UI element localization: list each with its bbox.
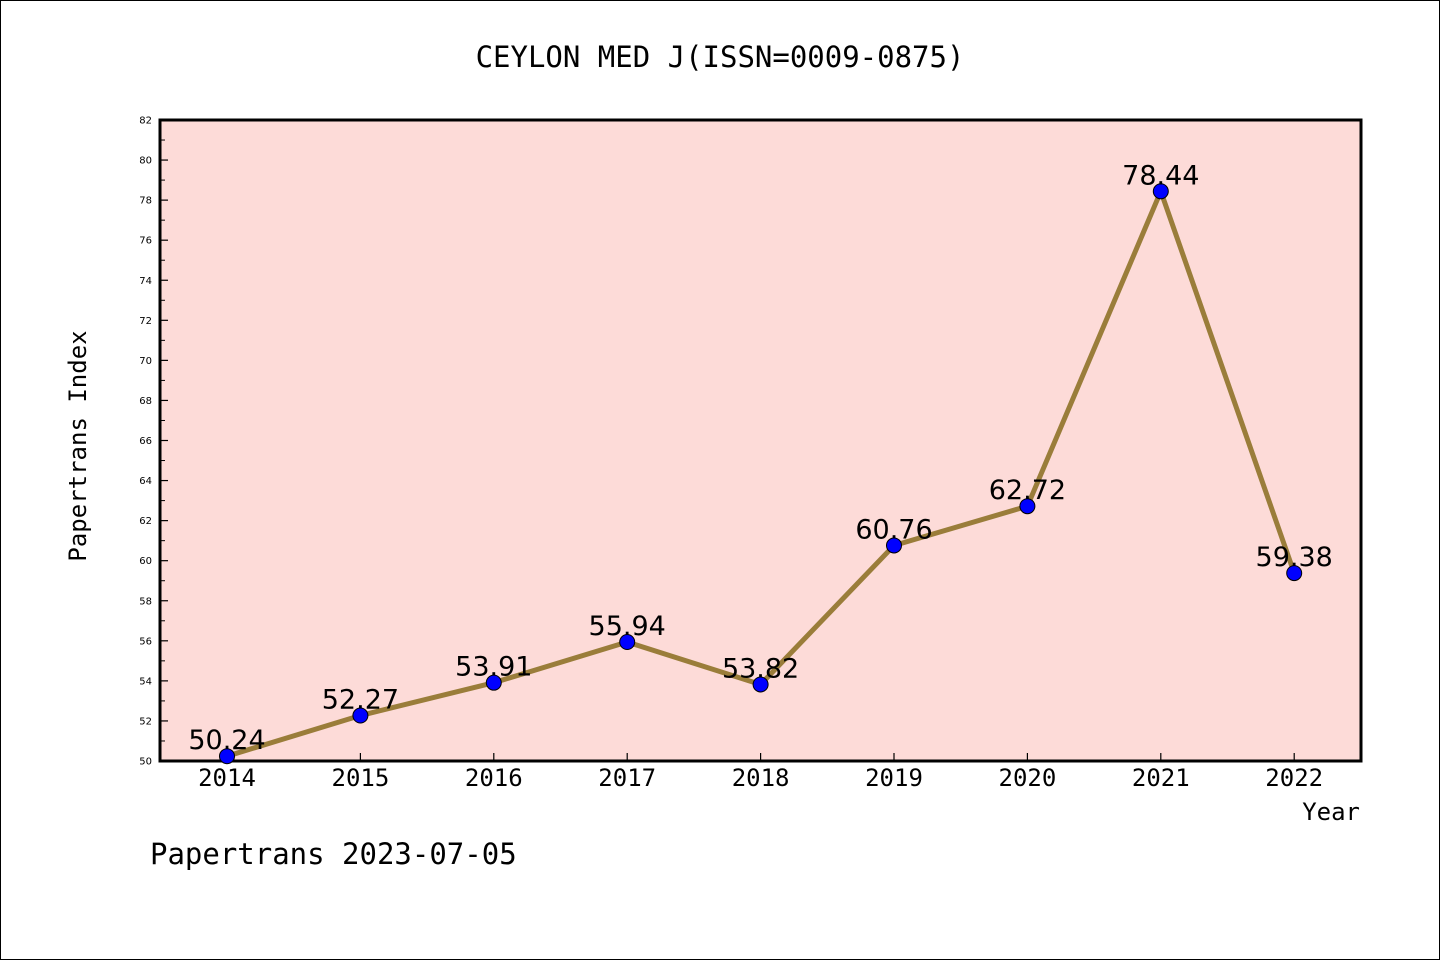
data-label: 60.76 — [855, 514, 932, 545]
y-tick-label: 56 — [139, 636, 152, 647]
x-tick-label: 2020 — [999, 764, 1057, 792]
x-tick-label: 2022 — [1265, 764, 1323, 792]
y-tick-label: 68 — [139, 396, 152, 407]
data-point — [619, 634, 636, 651]
data-point — [219, 748, 235, 765]
data-label: 52.27 — [322, 685, 399, 716]
y-tick-label: 72 — [139, 316, 152, 327]
x-tick-label: 2021 — [1132, 764, 1190, 792]
data-point — [886, 537, 902, 554]
y-tick-label: 82 — [139, 116, 152, 127]
y-tick-label: 66 — [139, 436, 152, 447]
data-label: 55.94 — [589, 611, 666, 642]
y-tick-label: 74 — [139, 276, 152, 287]
y-tick-label: 50 — [139, 757, 152, 768]
y-tick-label: 76 — [139, 236, 152, 247]
footer-text: Papertrans 2023-07-05 — [150, 837, 517, 871]
data-point — [1152, 183, 1169, 200]
y-tick-label: 70 — [139, 356, 152, 367]
data-point — [1286, 565, 1303, 582]
data-label: 78.44 — [1122, 160, 1199, 191]
y-tick-label: 52 — [139, 716, 152, 727]
x-tick-label: 2018 — [732, 764, 790, 792]
plot-area — [158, 118, 1363, 763]
x-tick-label: 2016 — [465, 764, 523, 792]
x-tick-label: 2017 — [598, 764, 656, 792]
x-axis-label: Year — [1302, 798, 1360, 826]
chart-title: CEYLON MED J(ISSN=0009-0875) — [476, 40, 965, 74]
data-point — [352, 707, 369, 724]
data-label: 53.82 — [722, 653, 799, 684]
data-labels: 50.24 52.27 53.91 55.94 53.82 60.76 62.72 78.44… — [188, 160, 1332, 756]
y-tick-label: 64 — [139, 476, 152, 487]
x-tick-label: 2019 — [865, 764, 923, 792]
y-axis-ticks: 50 52 54 56 58 60 62 64 66 68 70 72 74 76 78 80 82 — [139, 116, 168, 768]
data-point — [752, 676, 769, 693]
y-tick-label: 54 — [139, 676, 152, 687]
y-tick-label: 78 — [139, 196, 152, 207]
y-axis-label: Papertrans Index — [64, 330, 92, 561]
data-label: 59.38 — [1256, 542, 1333, 573]
y-tick-label: 80 — [139, 156, 152, 167]
data-point — [485, 674, 502, 691]
y-tick-label: 62 — [139, 516, 152, 527]
data-point — [1019, 498, 1036, 515]
x-axis-ticks: 2014 2015 2016 2017 2018 2019 2020 2021 2022 — [198, 753, 1323, 792]
data-label: 50.24 — [188, 725, 265, 756]
y-tick-label: 58 — [139, 596, 152, 607]
data-label: 62.72 — [989, 475, 1066, 506]
x-tick-label: 2014 — [198, 764, 256, 792]
data-points — [219, 183, 1303, 765]
data-label: 53.91 — [455, 652, 532, 683]
y-tick-label: 60 — [139, 556, 152, 567]
x-tick-label: 2015 — [332, 764, 390, 792]
